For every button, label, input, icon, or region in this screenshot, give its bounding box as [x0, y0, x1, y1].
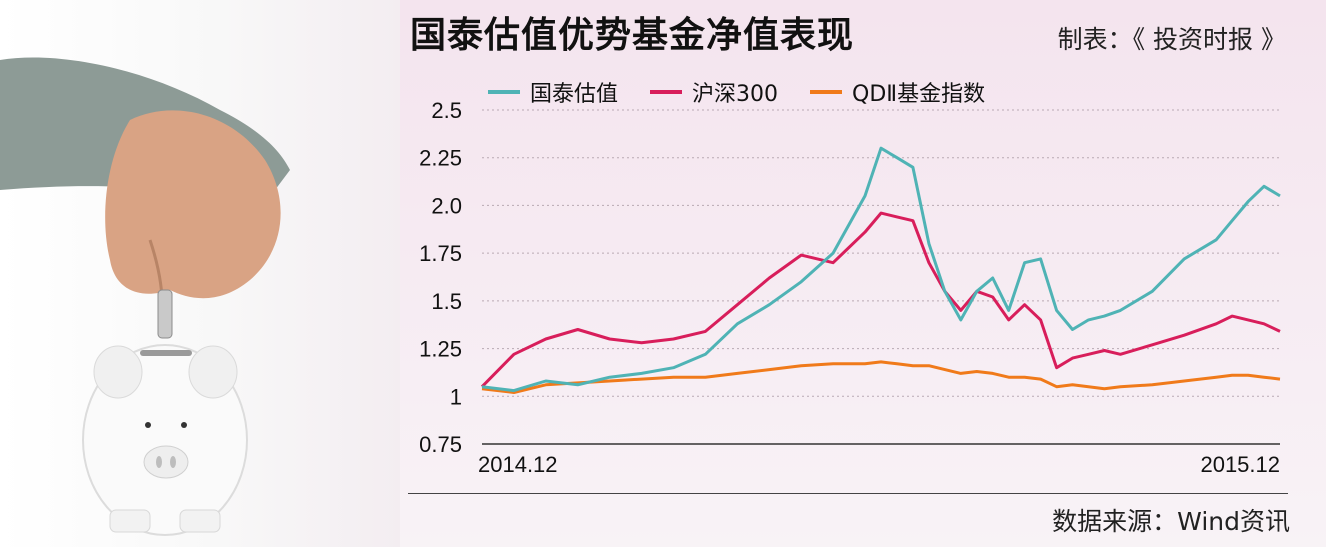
credit-text: 制表：《 投资时报 》	[1057, 25, 1286, 54]
y-tick-label: 0.75	[419, 432, 462, 457]
chart-grid	[482, 109, 1280, 445]
x-axis-ticks: 2014.12 2015.12	[478, 452, 1280, 477]
y-tick-label: 2.0	[431, 193, 462, 218]
piggy-slot	[140, 350, 192, 356]
legend-label-hs300: 沪深300	[692, 82, 779, 107]
y-tick-label: 2.25	[419, 146, 462, 171]
series-line-1	[480, 211, 1281, 388]
y-tick-label: 2.5	[431, 98, 462, 123]
legend-label-qdii: QDⅡ基金指数	[852, 82, 986, 107]
footer-divider	[408, 493, 1288, 494]
piggy-leg-right	[179, 509, 221, 533]
piggy-ear-left	[93, 345, 143, 399]
chart-series	[480, 146, 1281, 394]
source-text: 数据来源：Wind资讯	[1052, 507, 1290, 536]
piggy-nostril-left	[156, 456, 162, 468]
piggy-eye-left	[145, 422, 151, 428]
y-tick-label: 1.25	[419, 337, 462, 362]
legend-item-hs300: 沪深300	[650, 76, 778, 108]
piggy-leg-left	[109, 509, 151, 533]
chart-legend: 国泰估值 沪深300 QDⅡ基金指数	[488, 76, 985, 108]
legend-swatch-qdii	[810, 90, 843, 94]
y-tick-label: 1	[450, 384, 462, 409]
photo-panel	[0, 0, 400, 547]
piggy-nostril-right	[170, 456, 176, 468]
y-tick-label: 1.75	[419, 241, 462, 266]
legend-label-guotai: 国泰估值	[530, 82, 619, 107]
x-tick-label: 2014.12	[478, 452, 558, 477]
series-line-2	[481, 360, 1281, 394]
y-axis-ticks: 2.5 2.25 2.0 1.75 1.5 1.25 1 0.75	[419, 98, 462, 457]
piggy-eye-right	[181, 422, 187, 428]
piggy-ear-right	[188, 345, 238, 399]
legend-swatch-guotai	[488, 90, 520, 94]
coin	[157, 289, 173, 339]
x-tick-label: 2015.12	[1200, 452, 1280, 477]
hand-shape	[105, 110, 281, 299]
page-title: 国泰估值优势基金净值表现	[410, 15, 855, 56]
piggy-snout	[143, 445, 189, 479]
legend-item-qdii: QDⅡ基金指数	[810, 76, 985, 108]
legend-swatch-hs300	[650, 90, 683, 94]
piggy-bank-photo	[0, 57, 290, 536]
legend-item-guotai: 国泰估值	[488, 76, 618, 108]
y-tick-label: 1.5	[431, 289, 462, 314]
series-line-0	[481, 146, 1281, 393]
